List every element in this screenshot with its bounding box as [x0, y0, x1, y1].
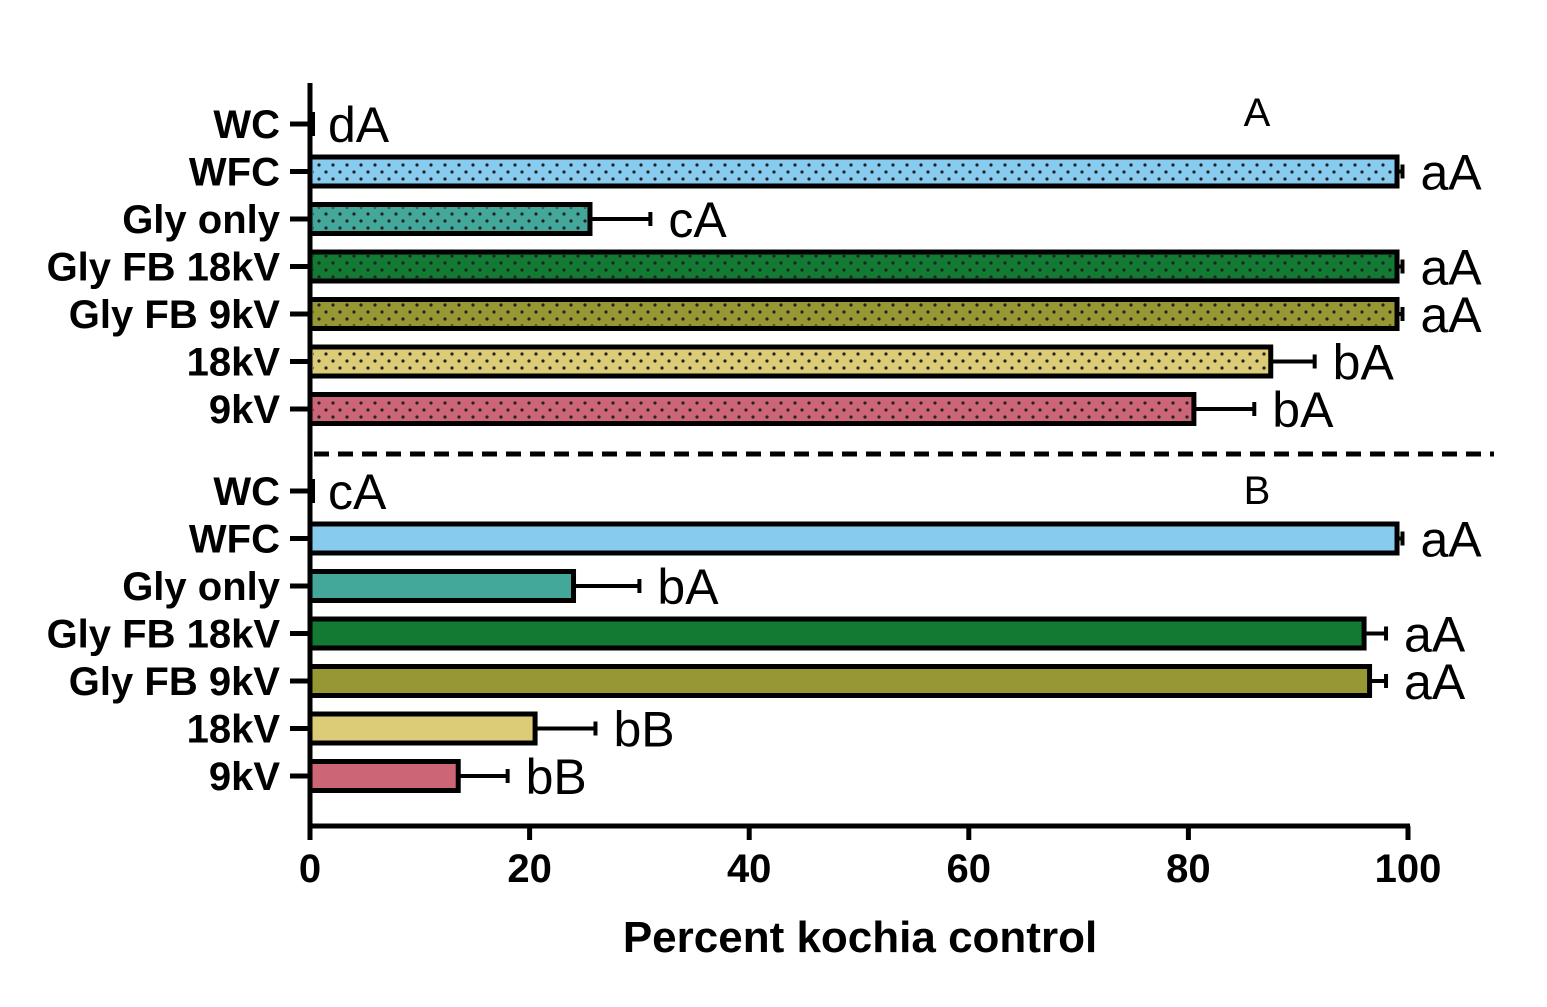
category-label: Gly FB 18kV: [47, 246, 281, 290]
category-label: 9kV: [209, 755, 280, 799]
panel-label: A: [1244, 91, 1271, 135]
category-label: Gly FB 18kV: [47, 613, 281, 657]
significance-label: bA: [1272, 382, 1334, 438]
x-tick-label: 80: [1166, 847, 1211, 891]
significance-label: aA: [1421, 512, 1483, 568]
category-label: 9kV: [209, 388, 280, 432]
category-label: Gly only: [122, 565, 281, 609]
bar: [307, 664, 1373, 698]
category-label: 18kV: [187, 341, 281, 385]
category-label: WC: [213, 103, 280, 147]
significance-label: cA: [668, 192, 727, 248]
significance-label: bB: [526, 749, 587, 805]
category-label: Gly FB 9kV: [69, 660, 281, 704]
x-tick-label: 100: [1375, 847, 1442, 891]
bar: [307, 616, 1367, 651]
x-tick-label: 40: [727, 847, 772, 891]
bar-pattern: [313, 207, 587, 231]
significance-label: aA: [1404, 654, 1466, 710]
category-label: WFC: [189, 518, 280, 562]
x-axis-label: Percent kochia control: [623, 913, 1097, 962]
category-label: WC: [213, 470, 280, 514]
significance-label: aA: [1421, 145, 1483, 201]
significance-label: aA: [1404, 607, 1466, 663]
significance-label: bA: [657, 559, 719, 615]
bar: [309, 479, 315, 503]
bar: [307, 711, 538, 746]
bar: [307, 569, 577, 603]
bar: [307, 521, 1400, 556]
significance-label: dA: [328, 97, 390, 153]
bar-pattern: [313, 302, 1395, 326]
significance-label: aA: [1421, 240, 1483, 296]
bar-pattern: [313, 255, 1395, 278]
category-label: WFC: [189, 151, 280, 195]
significance-label: cA: [328, 464, 387, 520]
x-tick-label: 20: [507, 847, 552, 891]
category-label: Gly FB 9kV: [69, 293, 281, 337]
category-label: 18kV: [187, 708, 281, 752]
bar: [307, 759, 461, 793]
significance-label: aA: [1421, 287, 1483, 343]
bar-pattern: [313, 160, 1395, 183]
significance-label: bB: [613, 702, 674, 758]
bar-pattern: [313, 350, 1268, 373]
significance-label: bA: [1333, 335, 1395, 391]
x-tick-label: 60: [947, 847, 992, 891]
bar: [309, 112, 315, 136]
panel-label: B: [1244, 469, 1271, 513]
bar-pattern: [313, 397, 1191, 421]
category-label: Gly only: [122, 198, 281, 242]
x-tick-label: 0: [299, 847, 321, 891]
